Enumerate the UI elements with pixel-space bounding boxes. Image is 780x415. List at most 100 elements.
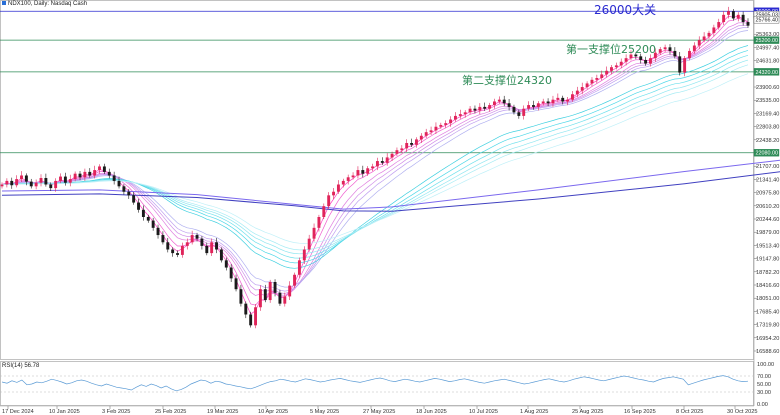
candle — [541, 98, 545, 106]
candle — [127, 189, 131, 199]
candle-body — [697, 40, 701, 46]
candle-body — [449, 119, 453, 124]
y-tick-label: 18416.60 — [756, 283, 779, 289]
candle-body — [317, 217, 321, 228]
candle — [663, 44, 667, 53]
candle-body — [224, 260, 228, 268]
candle-body — [273, 281, 277, 293]
candle-body — [107, 171, 111, 176]
candle-body — [336, 184, 340, 192]
candle — [488, 102, 492, 112]
candle — [688, 48, 691, 61]
candle-body — [507, 103, 511, 107]
x-tick-label: 17 Dec 2024 — [2, 409, 34, 415]
candle — [327, 192, 331, 210]
candle — [249, 311, 253, 328]
candle-body — [624, 58, 628, 62]
candle-body — [419, 135, 423, 140]
candle — [736, 12, 740, 22]
candle — [195, 232, 199, 242]
candle — [483, 102, 487, 111]
x-tick-label: 10 Jan 2025 — [49, 409, 80, 415]
candle — [746, 18, 750, 28]
candle-body — [556, 97, 560, 100]
symbol-icon — [2, 1, 6, 6]
candle-body — [219, 249, 223, 261]
y-tick-label: 16588.60 — [756, 349, 779, 355]
candle — [561, 95, 565, 105]
candle — [493, 98, 496, 109]
x-tick-label: 25 Feb 2025 — [155, 409, 186, 415]
candle-body — [692, 45, 696, 51]
y-tick-label: 18782.20 — [756, 270, 779, 276]
candle-body — [102, 166, 106, 172]
candle — [366, 166, 370, 176]
candle — [73, 171, 77, 182]
candle-body — [371, 166, 375, 169]
candle — [566, 96, 570, 106]
candle — [107, 168, 111, 179]
price-tag-label: 25200.00 — [756, 38, 778, 44]
candle-body — [190, 235, 194, 243]
candle — [346, 174, 350, 185]
candle-body — [137, 202, 140, 210]
candle — [166, 237, 170, 253]
candle-body — [634, 54, 638, 57]
candle-body — [210, 242, 214, 254]
candle-body — [605, 70, 609, 75]
x-tick-label: 10 Apr 2025 — [258, 409, 288, 415]
candle — [137, 198, 140, 213]
candle — [288, 281, 292, 301]
candle-body — [127, 191, 131, 196]
price-axis: 16588.60 16954.20 17319.80 17685.40 18051.00… — [754, 19, 779, 355]
candle — [63, 172, 67, 186]
candle-body — [639, 56, 643, 60]
candle — [180, 242, 184, 258]
candle-body — [414, 139, 418, 145]
candle — [600, 70, 604, 81]
long-moving-averages — [1, 159, 780, 212]
price-tag-box — [753, 15, 780, 24]
candle-body — [619, 61, 623, 66]
candle-body — [712, 27, 716, 33]
candle-body — [302, 249, 306, 261]
candlesticks — [0, 6, 750, 329]
candle — [375, 157, 379, 171]
candle — [692, 42, 696, 54]
candle-body — [366, 168, 370, 174]
ma-5-line — [1, 18, 749, 306]
candle — [5, 178, 9, 188]
candle-body — [117, 180, 121, 187]
candle-body — [293, 274, 297, 286]
candle — [610, 65, 613, 75]
candle — [595, 74, 599, 84]
candle-body — [575, 90, 579, 95]
candle — [478, 103, 482, 115]
candle — [414, 137, 418, 148]
candle — [239, 284, 243, 307]
candle-body — [527, 105, 531, 109]
candle-body — [731, 11, 735, 19]
candle-body — [736, 14, 740, 19]
candle — [419, 133, 423, 143]
candle — [205, 242, 209, 256]
rsi-tick-label: 70.00 — [757, 374, 771, 380]
rsi-line — [1, 375, 749, 392]
ma-10-line — [1, 24, 749, 294]
x-tick-label: 3 Feb 2025 — [102, 409, 130, 415]
candle-body — [307, 238, 311, 250]
candle-body — [312, 227, 316, 239]
candle — [356, 166, 360, 179]
candle-body — [141, 209, 145, 218]
candle-body — [268, 281, 272, 301]
candle — [49, 182, 53, 192]
candle — [361, 165, 365, 178]
candle-body — [541, 101, 545, 104]
candle — [556, 93, 560, 102]
ma-8-line — [1, 22, 749, 296]
price-tag-label: 25766.40 — [756, 18, 778, 24]
date-axis: 17 Dec 2024 10 Jan 2025 3 Feb 2025 25 Feb 2… — [0, 405, 757, 415]
candle — [297, 257, 301, 278]
candle-body — [234, 278, 238, 290]
